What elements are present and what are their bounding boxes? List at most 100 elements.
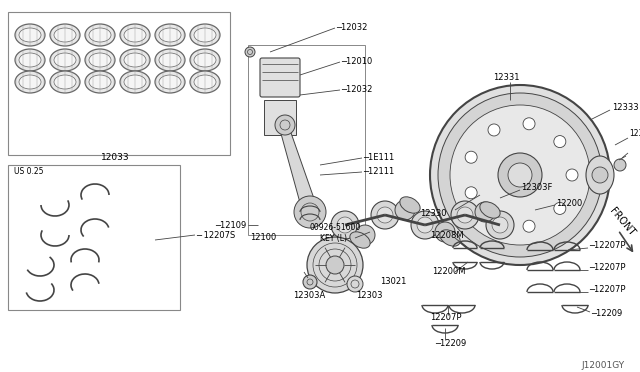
Ellipse shape: [190, 49, 220, 71]
FancyBboxPatch shape: [260, 58, 300, 97]
Ellipse shape: [194, 75, 216, 89]
Text: 12310A: 12310A: [629, 129, 640, 138]
Ellipse shape: [54, 75, 76, 89]
Text: ─12207P: ─12207P: [589, 285, 625, 295]
Text: US 0.25: US 0.25: [14, 167, 44, 176]
Ellipse shape: [15, 24, 45, 46]
Circle shape: [417, 217, 433, 233]
Circle shape: [523, 220, 535, 232]
Text: KEY (L): KEY (L): [320, 234, 347, 243]
Text: 12033: 12033: [100, 154, 129, 163]
Ellipse shape: [480, 202, 500, 218]
Text: 12207P: 12207P: [430, 314, 461, 323]
Text: 12333: 12333: [612, 103, 639, 112]
Circle shape: [508, 163, 532, 187]
Ellipse shape: [159, 75, 181, 89]
Text: 12330: 12330: [420, 208, 447, 218]
Circle shape: [303, 275, 317, 289]
Ellipse shape: [85, 49, 115, 71]
Circle shape: [475, 202, 495, 222]
Text: ─1E111: ─1E111: [363, 154, 394, 163]
Text: ─12010: ─12010: [341, 58, 372, 67]
Circle shape: [457, 207, 473, 223]
Circle shape: [465, 187, 477, 199]
Text: 12303F: 12303F: [521, 183, 552, 192]
Circle shape: [377, 207, 393, 223]
Text: 12303A: 12303A: [293, 292, 325, 301]
Text: 12208M: 12208M: [430, 231, 463, 240]
Bar: [8, 165, 180, 310]
Ellipse shape: [350, 232, 370, 248]
Ellipse shape: [120, 49, 150, 71]
Text: ─12209: ─12209: [435, 340, 467, 349]
Ellipse shape: [190, 71, 220, 93]
Circle shape: [435, 222, 455, 242]
Circle shape: [430, 85, 610, 265]
Circle shape: [488, 214, 500, 226]
Text: 00926-51600: 00926-51600: [310, 224, 361, 232]
Ellipse shape: [194, 28, 216, 42]
Text: ─ 12207S: ─ 12207S: [196, 231, 236, 240]
Circle shape: [307, 237, 363, 293]
Ellipse shape: [15, 71, 45, 93]
Ellipse shape: [54, 28, 76, 42]
Text: ─12109: ─12109: [215, 221, 246, 230]
Ellipse shape: [19, 53, 41, 67]
Circle shape: [486, 211, 514, 239]
Bar: [8, 12, 230, 155]
Ellipse shape: [155, 49, 185, 71]
Ellipse shape: [190, 24, 220, 46]
Circle shape: [614, 159, 626, 171]
Circle shape: [438, 93, 602, 257]
Ellipse shape: [124, 28, 146, 42]
Ellipse shape: [159, 53, 181, 67]
Text: 12303: 12303: [356, 291, 383, 299]
Circle shape: [294, 196, 326, 228]
Circle shape: [411, 211, 439, 239]
Ellipse shape: [85, 24, 115, 46]
Text: 12100: 12100: [250, 232, 276, 241]
Ellipse shape: [50, 71, 80, 93]
Circle shape: [331, 211, 359, 239]
Circle shape: [566, 169, 578, 181]
Circle shape: [488, 124, 500, 136]
Text: FRONT: FRONT: [607, 206, 636, 238]
Circle shape: [337, 217, 353, 233]
Circle shape: [451, 201, 479, 229]
Ellipse shape: [155, 24, 185, 46]
Text: ─12032: ─12032: [336, 23, 367, 32]
Ellipse shape: [120, 71, 150, 93]
Circle shape: [450, 105, 590, 245]
Text: 12331: 12331: [493, 74, 520, 83]
Circle shape: [554, 135, 566, 148]
Ellipse shape: [124, 75, 146, 89]
Polygon shape: [280, 130, 318, 210]
Ellipse shape: [159, 28, 181, 42]
Ellipse shape: [155, 71, 185, 93]
Ellipse shape: [124, 53, 146, 67]
Circle shape: [554, 202, 566, 214]
Circle shape: [492, 217, 508, 233]
Bar: [264, 100, 296, 135]
Ellipse shape: [89, 53, 111, 67]
Ellipse shape: [15, 49, 45, 71]
Text: 12200M: 12200M: [432, 267, 465, 276]
Ellipse shape: [89, 75, 111, 89]
Ellipse shape: [120, 24, 150, 46]
Circle shape: [592, 167, 608, 183]
Circle shape: [326, 256, 344, 274]
Ellipse shape: [85, 71, 115, 93]
Text: 13021: 13021: [380, 278, 406, 286]
Text: ─12207P: ─12207P: [589, 263, 625, 273]
Ellipse shape: [400, 197, 420, 213]
Circle shape: [465, 151, 477, 163]
Text: ─12207P: ─12207P: [589, 241, 625, 250]
Circle shape: [245, 47, 255, 57]
Ellipse shape: [19, 28, 41, 42]
Circle shape: [523, 118, 535, 130]
Circle shape: [355, 225, 375, 245]
Circle shape: [347, 276, 363, 292]
Circle shape: [395, 200, 415, 220]
Circle shape: [498, 153, 542, 197]
Ellipse shape: [89, 28, 111, 42]
